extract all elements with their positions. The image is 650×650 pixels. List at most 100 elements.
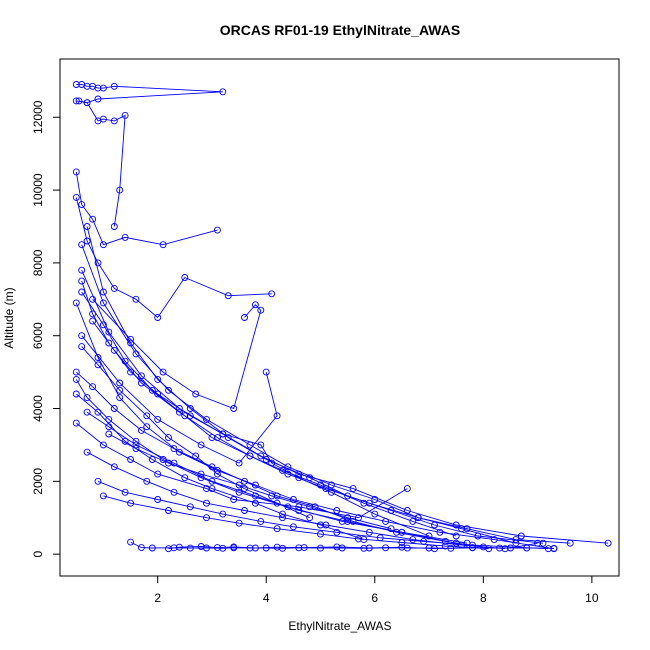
data-point: [241, 507, 248, 514]
data-point: [89, 383, 97, 391]
data-point: [203, 499, 210, 507]
data-point: [224, 292, 232, 300]
data-point: [89, 295, 97, 303]
series-18: [165, 539, 542, 553]
data-point: [181, 274, 189, 281]
data-point: [213, 470, 221, 478]
data-point: [371, 510, 379, 518]
data-point: [127, 335, 135, 343]
data-point: [213, 226, 221, 234]
series-1: [75, 97, 129, 230]
data-point: [452, 539, 460, 547]
data-point: [72, 299, 80, 307]
series-line: [108, 433, 392, 530]
data-point: [355, 535, 362, 543]
data-point: [99, 84, 107, 92]
y-tick-label: 0: [31, 550, 45, 557]
x-axis-label: EthylNitrate_AWAS: [288, 619, 391, 633]
data-point: [110, 346, 118, 354]
series-19: [78, 343, 314, 522]
data-point: [116, 186, 124, 194]
data-point: [78, 266, 86, 274]
x-tick-label: 4: [263, 591, 270, 605]
data-point: [72, 368, 80, 376]
data-point: [208, 477, 216, 485]
series-line: [168, 542, 538, 550]
series-line: [86, 226, 544, 544]
data-point: [219, 544, 227, 552]
data-point: [322, 521, 330, 529]
data-point: [387, 525, 395, 533]
data-point: [72, 375, 80, 383]
data-point: [230, 543, 238, 551]
data-point: [507, 544, 514, 552]
series-line: [75, 371, 484, 548]
data-point: [110, 284, 118, 292]
series-line: [92, 298, 262, 410]
series-line: [97, 480, 549, 550]
data-point: [127, 368, 135, 376]
data-point: [251, 301, 259, 309]
data-point: [132, 445, 140, 453]
data-point: [192, 452, 200, 460]
series-20: [72, 375, 471, 547]
data-point: [94, 84, 102, 92]
data-point: [83, 99, 91, 107]
data-point: [132, 441, 140, 449]
data-point: [105, 423, 113, 431]
y-tick-label: 4000: [31, 395, 45, 422]
data-point: [251, 544, 259, 552]
data-point: [116, 379, 124, 387]
data-point: [224, 434, 232, 442]
series-0: [72, 81, 227, 107]
data-point: [241, 477, 248, 485]
data-point: [116, 386, 124, 394]
data-point: [78, 201, 86, 209]
data-point: [127, 499, 135, 507]
series-22: [105, 430, 395, 533]
data-point: [143, 477, 151, 485]
data-point: [83, 448, 91, 456]
data-point: [284, 470, 292, 478]
data-point: [132, 295, 140, 303]
series-layer: [72, 81, 612, 553]
data-point: [241, 485, 248, 493]
data-point: [317, 530, 324, 538]
data-point: [83, 82, 91, 90]
data-point: [110, 117, 118, 125]
chart-title: ORCAS RF01-19 EthylNitrate_AWAS: [220, 22, 460, 38]
series-line: [78, 100, 126, 227]
data-point: [143, 412, 151, 420]
series-24: [83, 408, 460, 547]
data-point: [154, 390, 162, 398]
data-point: [257, 441, 265, 449]
data-point: [208, 485, 216, 493]
series-9: [83, 223, 547, 547]
data-point: [273, 412, 281, 420]
data-point: [99, 288, 107, 296]
data-point: [78, 241, 86, 249]
data-point: [284, 463, 292, 471]
data-point: [127, 339, 135, 347]
data-point: [208, 434, 216, 442]
series-4: [78, 277, 612, 547]
data-point: [105, 415, 113, 423]
data-point: [268, 290, 276, 298]
data-point: [110, 82, 118, 90]
data-point: [251, 499, 259, 507]
data-point: [344, 492, 352, 500]
data-point: [333, 528, 341, 536]
data-point: [338, 517, 346, 525]
data-point: [398, 543, 406, 551]
y-tick-label: 8000: [31, 249, 45, 276]
data-point: [186, 405, 194, 412]
data-point: [431, 545, 438, 553]
series-23: [78, 288, 574, 547]
y-tick-label: 10000: [31, 173, 45, 207]
data-point: [604, 539, 612, 547]
series-line: [81, 244, 517, 544]
data-point: [257, 452, 265, 460]
data-point: [246, 452, 254, 460]
series-line: [81, 280, 609, 544]
x-tick-label: 8: [480, 591, 487, 605]
